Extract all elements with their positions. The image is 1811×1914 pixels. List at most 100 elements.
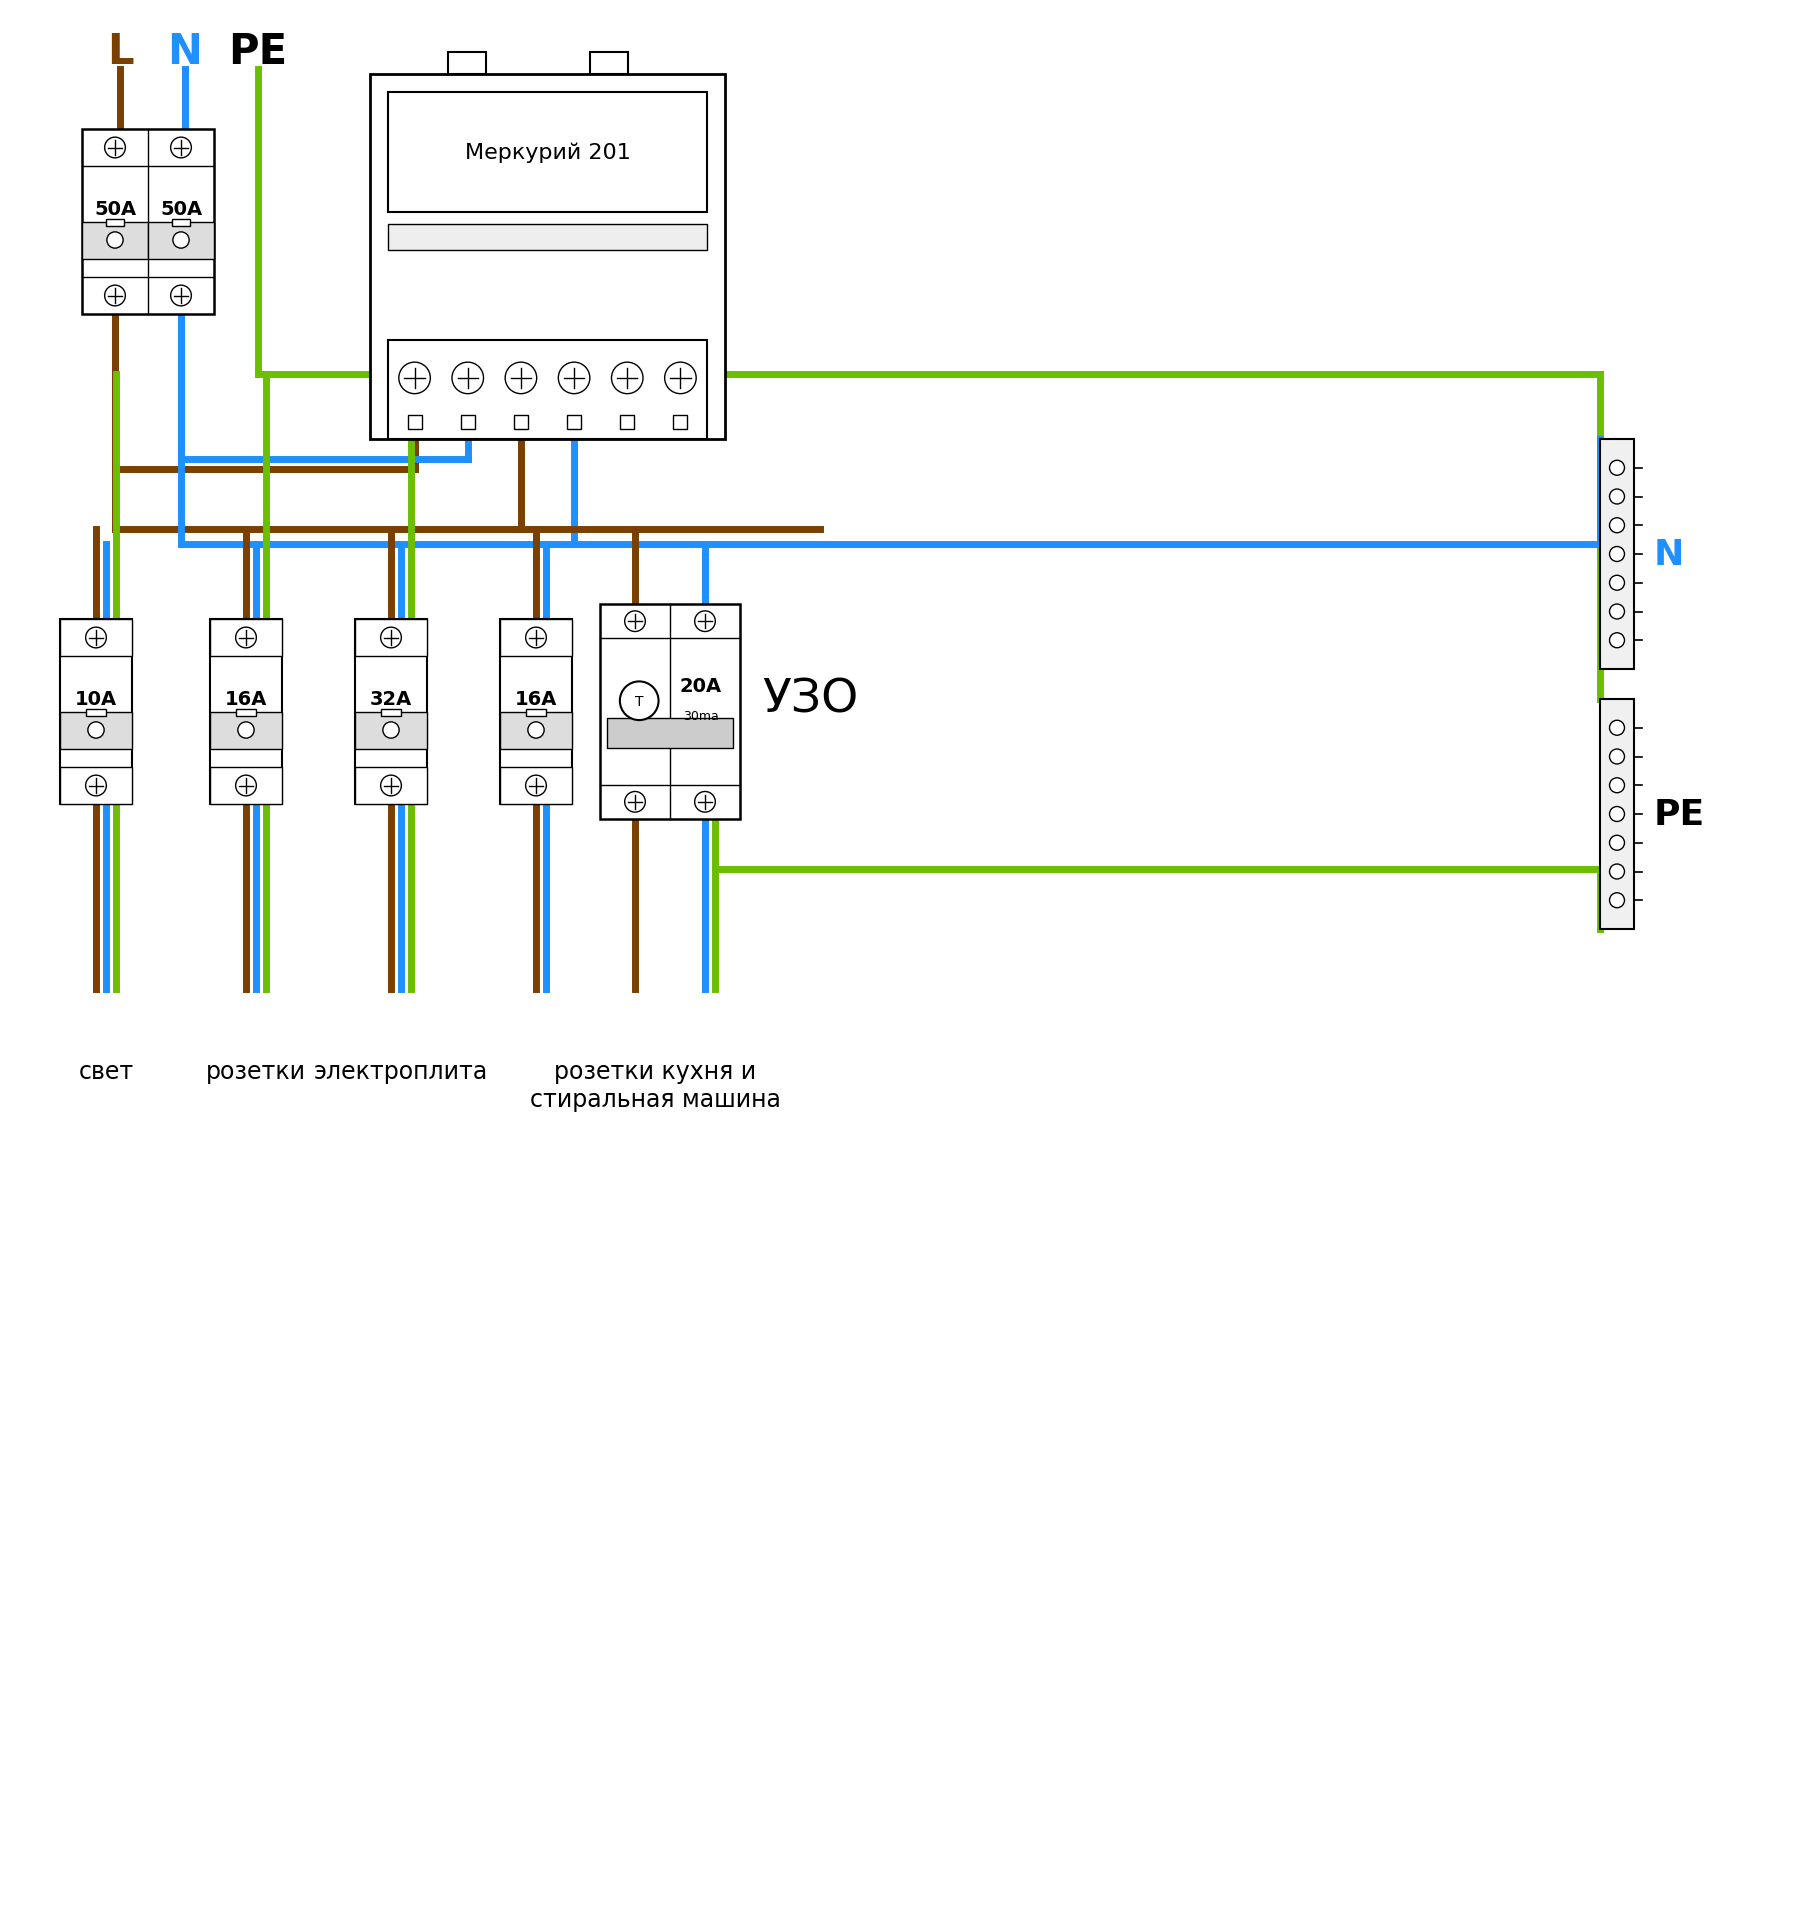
Circle shape	[105, 285, 125, 306]
Text: N: N	[1653, 538, 1684, 572]
Bar	[607, 718, 733, 748]
Circle shape	[505, 364, 536, 394]
Circle shape	[695, 612, 715, 632]
Text: розетки кухня и
стиральная машина: розетки кухня и стиральная машина	[529, 1060, 781, 1112]
Bar	[210, 768, 283, 804]
Circle shape	[527, 722, 543, 739]
Circle shape	[625, 612, 645, 632]
Text: свет: свет	[78, 1060, 134, 1083]
Text: 16А: 16А	[225, 689, 268, 708]
Text: N: N	[168, 31, 203, 73]
Bar	[619, 415, 634, 431]
Bar	[590, 54, 628, 75]
Text: УЗО: УЗО	[762, 678, 858, 722]
Circle shape	[1610, 808, 1624, 821]
Text: 16А: 16А	[514, 689, 558, 708]
Text: 50А: 50А	[159, 199, 203, 218]
Circle shape	[665, 364, 695, 394]
Circle shape	[1610, 836, 1624, 852]
Circle shape	[1610, 722, 1624, 735]
Circle shape	[170, 285, 192, 306]
Circle shape	[612, 364, 643, 394]
Circle shape	[235, 628, 257, 649]
Circle shape	[170, 138, 192, 159]
Bar	[235, 710, 255, 716]
Bar	[1599, 701, 1634, 930]
Bar	[500, 712, 572, 748]
Bar	[388, 341, 706, 440]
Text: PE: PE	[1653, 798, 1706, 831]
Bar	[81, 130, 214, 314]
Circle shape	[1610, 865, 1624, 880]
Bar	[60, 620, 132, 657]
Bar	[60, 712, 132, 748]
Circle shape	[453, 364, 484, 394]
Bar	[380, 710, 400, 716]
Text: Меркурий 201: Меркурий 201	[465, 144, 630, 163]
Circle shape	[1610, 461, 1624, 477]
Bar	[369, 75, 724, 440]
Circle shape	[1610, 750, 1624, 764]
Circle shape	[1610, 490, 1624, 505]
Bar	[355, 768, 427, 804]
Circle shape	[1610, 547, 1624, 563]
Bar	[599, 605, 741, 819]
Text: PE: PE	[228, 31, 288, 73]
Bar	[60, 768, 132, 804]
Text: L: L	[107, 31, 134, 73]
Bar	[407, 415, 422, 431]
Bar	[355, 712, 427, 748]
Bar	[567, 415, 581, 431]
Bar	[355, 620, 427, 657]
Bar	[81, 222, 149, 260]
Circle shape	[105, 138, 125, 159]
Circle shape	[695, 792, 715, 813]
Circle shape	[619, 681, 659, 722]
Text: T: T	[636, 695, 643, 708]
Circle shape	[625, 792, 645, 813]
Circle shape	[398, 364, 431, 394]
Bar	[210, 712, 283, 748]
Bar	[514, 415, 529, 431]
Text: 20А: 20А	[679, 678, 723, 697]
Bar	[500, 620, 572, 657]
Text: 10А: 10А	[74, 689, 118, 708]
Circle shape	[85, 628, 107, 649]
Bar	[525, 710, 547, 716]
Bar	[460, 415, 474, 431]
Bar	[447, 54, 485, 75]
Circle shape	[1610, 519, 1624, 534]
Bar	[388, 94, 706, 212]
Circle shape	[85, 775, 107, 796]
Circle shape	[380, 628, 402, 649]
Text: электроплита: электроплита	[313, 1060, 489, 1083]
Circle shape	[1610, 576, 1624, 591]
Circle shape	[1610, 894, 1624, 909]
Text: 32А: 32А	[369, 689, 413, 708]
Bar	[355, 620, 427, 804]
Bar	[500, 620, 572, 804]
Circle shape	[89, 722, 105, 739]
Bar	[172, 220, 190, 226]
Circle shape	[382, 722, 398, 739]
Bar	[60, 620, 132, 804]
Bar	[85, 710, 107, 716]
Bar	[149, 222, 214, 260]
Bar	[388, 226, 706, 251]
Bar	[674, 415, 688, 431]
Text: 50А: 50А	[94, 199, 136, 218]
Circle shape	[1610, 605, 1624, 620]
Circle shape	[1610, 779, 1624, 792]
Circle shape	[380, 775, 402, 796]
Circle shape	[237, 722, 254, 739]
Circle shape	[235, 775, 257, 796]
Circle shape	[172, 234, 188, 249]
Circle shape	[558, 364, 590, 394]
Bar	[500, 768, 572, 804]
Bar	[105, 220, 125, 226]
Text: розетки: розетки	[206, 1060, 306, 1083]
Bar	[1599, 440, 1634, 670]
Bar	[210, 620, 283, 804]
Text: 30ma: 30ma	[683, 710, 719, 723]
Bar	[210, 620, 283, 657]
